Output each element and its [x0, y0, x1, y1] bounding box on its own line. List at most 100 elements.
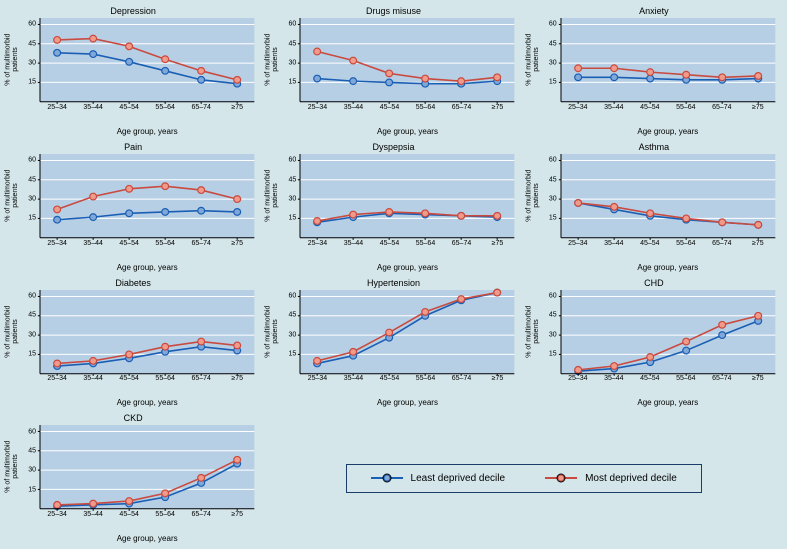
panel-title: Diabetes	[4, 278, 262, 288]
y-tick: 45	[278, 40, 296, 47]
legend-item-least: Least deprived decile	[371, 473, 506, 484]
x-tick: 55–64	[676, 375, 695, 382]
y-tick: 45	[278, 176, 296, 183]
chart-panel: Asthma% of multimorbidpatientsAge group,…	[525, 140, 783, 274]
x-ticks: 25–3435–4445–5455–6465–74≥75	[561, 104, 775, 120]
x-axis-label: Age group, years	[40, 534, 254, 543]
y-tick: 30	[278, 195, 296, 202]
x-tick: 65–74	[191, 104, 210, 111]
x-axis-label: Age group, years	[561, 398, 775, 407]
y-tick: 15	[18, 350, 36, 357]
x-tick: 65–74	[452, 104, 471, 111]
y-tick: 45	[539, 40, 557, 47]
x-axis-label: Age group, years	[300, 127, 514, 136]
x-ticks: 25–3435–4445–5455–6465–74≥75	[40, 104, 254, 120]
chart-panel: CHD % of multimorbidpatients Age group, ye…	[525, 276, 783, 410]
x-tick: 55–64	[676, 240, 695, 247]
y-ticks: 15304560	[539, 290, 559, 374]
plot-area	[300, 154, 514, 238]
y-tick: 60	[18, 157, 36, 164]
x-tick: 25–34	[568, 240, 587, 247]
y-ticks: 15304560	[18, 425, 38, 509]
x-tick: 35–44	[344, 375, 363, 382]
legend-label: Most deprived decile	[585, 473, 677, 484]
x-tick: 65–74	[452, 240, 471, 247]
x-tick: 45–54	[380, 240, 399, 247]
x-tick: 35–44	[344, 240, 363, 247]
y-tick: 45	[539, 176, 557, 183]
plot-area	[561, 154, 775, 238]
legend-swatch	[371, 477, 403, 479]
y-tick: 60	[18, 292, 36, 299]
x-tick: 25–34	[47, 104, 66, 111]
y-tick: 30	[539, 331, 557, 338]
x-tick: 45–54	[640, 104, 659, 111]
x-tick: 55–64	[416, 375, 435, 382]
y-tick: 60	[278, 157, 296, 164]
x-tick: 35–44	[83, 375, 102, 382]
panel-title: CHD	[525, 278, 783, 288]
x-tick: 45–54	[119, 104, 138, 111]
chart-panel: Diabetes% of multimorbidpatientsAge grou…	[4, 276, 262, 410]
legend-box: Least deprived decile Most deprived decil…	[346, 464, 702, 493]
chart-panel: Hypertension% of multimorbidpatientsAge …	[264, 276, 522, 410]
y-tick: 60	[278, 21, 296, 28]
x-tick: 25–34	[568, 104, 587, 111]
y-axis-label: % of multimorbidpatients	[527, 18, 539, 102]
plot-area	[561, 18, 775, 102]
legend-label: Least deprived decile	[411, 473, 506, 484]
panel-title: Drugs misuse	[264, 6, 522, 16]
x-axis-label: Age group, years	[300, 263, 514, 272]
plot-area	[40, 154, 254, 238]
legend-item-most: Most deprived decile	[545, 473, 677, 484]
y-tick: 30	[539, 195, 557, 202]
y-axis-label: % of multimorbidpatients	[6, 154, 18, 238]
x-tick: ≥75	[492, 375, 504, 382]
x-tick: 25–34	[308, 240, 327, 247]
x-tick: 45–54	[119, 375, 138, 382]
legend-panel: Least deprived decile Most deprived decil…	[264, 411, 783, 545]
x-tick: ≥75	[752, 240, 764, 247]
x-tick: 65–74	[191, 375, 210, 382]
x-ticks: 25–3435–4445–5455–6465–74≥75	[561, 240, 775, 256]
plot-area	[40, 290, 254, 374]
y-ticks: 15304560	[18, 154, 38, 238]
y-tick: 45	[278, 312, 296, 319]
y-ticks: 15304560	[539, 18, 559, 102]
x-axis-label: Age group, years	[561, 127, 775, 136]
panel-grid: Depression% of multimorbidpatientsAge gr…	[4, 4, 783, 545]
figure-container: Depression% of multimorbidpatientsAge gr…	[0, 0, 787, 549]
x-tick: 35–44	[83, 511, 102, 518]
x-tick: ≥75	[492, 104, 504, 111]
y-tick: 30	[18, 60, 36, 67]
x-axis-label: Age group, years	[40, 398, 254, 407]
x-tick: ≥75	[231, 240, 243, 247]
x-tick: 35–44	[604, 240, 623, 247]
panel-title: Asthma	[525, 142, 783, 152]
x-tick: 65–74	[712, 375, 731, 382]
x-axis-label: Age group, years	[40, 127, 254, 136]
y-tick: 45	[18, 40, 36, 47]
y-tick: 15	[18, 79, 36, 86]
x-axis-label: Age group, years	[561, 263, 775, 272]
y-tick: 15	[539, 350, 557, 357]
x-tick: 25–34	[308, 104, 327, 111]
plot-area	[561, 290, 775, 374]
x-tick: 25–34	[568, 375, 587, 382]
x-ticks: 25–3435–4445–5455–6465–74≥75	[561, 375, 775, 391]
y-tick: 15	[278, 79, 296, 86]
y-tick: 30	[278, 60, 296, 67]
y-tick: 15	[539, 215, 557, 222]
x-tick: ≥75	[752, 104, 764, 111]
y-ticks: 15304560	[278, 290, 298, 374]
y-tick: 30	[18, 331, 36, 338]
x-tick: 55–64	[155, 240, 174, 247]
x-tick: 65–74	[191, 511, 210, 518]
y-tick: 30	[18, 467, 36, 474]
y-axis-label: % of multimorbidpatients	[527, 290, 539, 374]
y-axis-label: % of multimorbidpatients	[266, 18, 278, 102]
x-ticks: 25–3435–4445–5455–6465–74≥75	[300, 375, 514, 391]
x-ticks: 25–3435–4445–5455–6465–74≥75	[40, 511, 254, 527]
y-tick: 15	[539, 79, 557, 86]
x-tick: 25–34	[47, 511, 66, 518]
